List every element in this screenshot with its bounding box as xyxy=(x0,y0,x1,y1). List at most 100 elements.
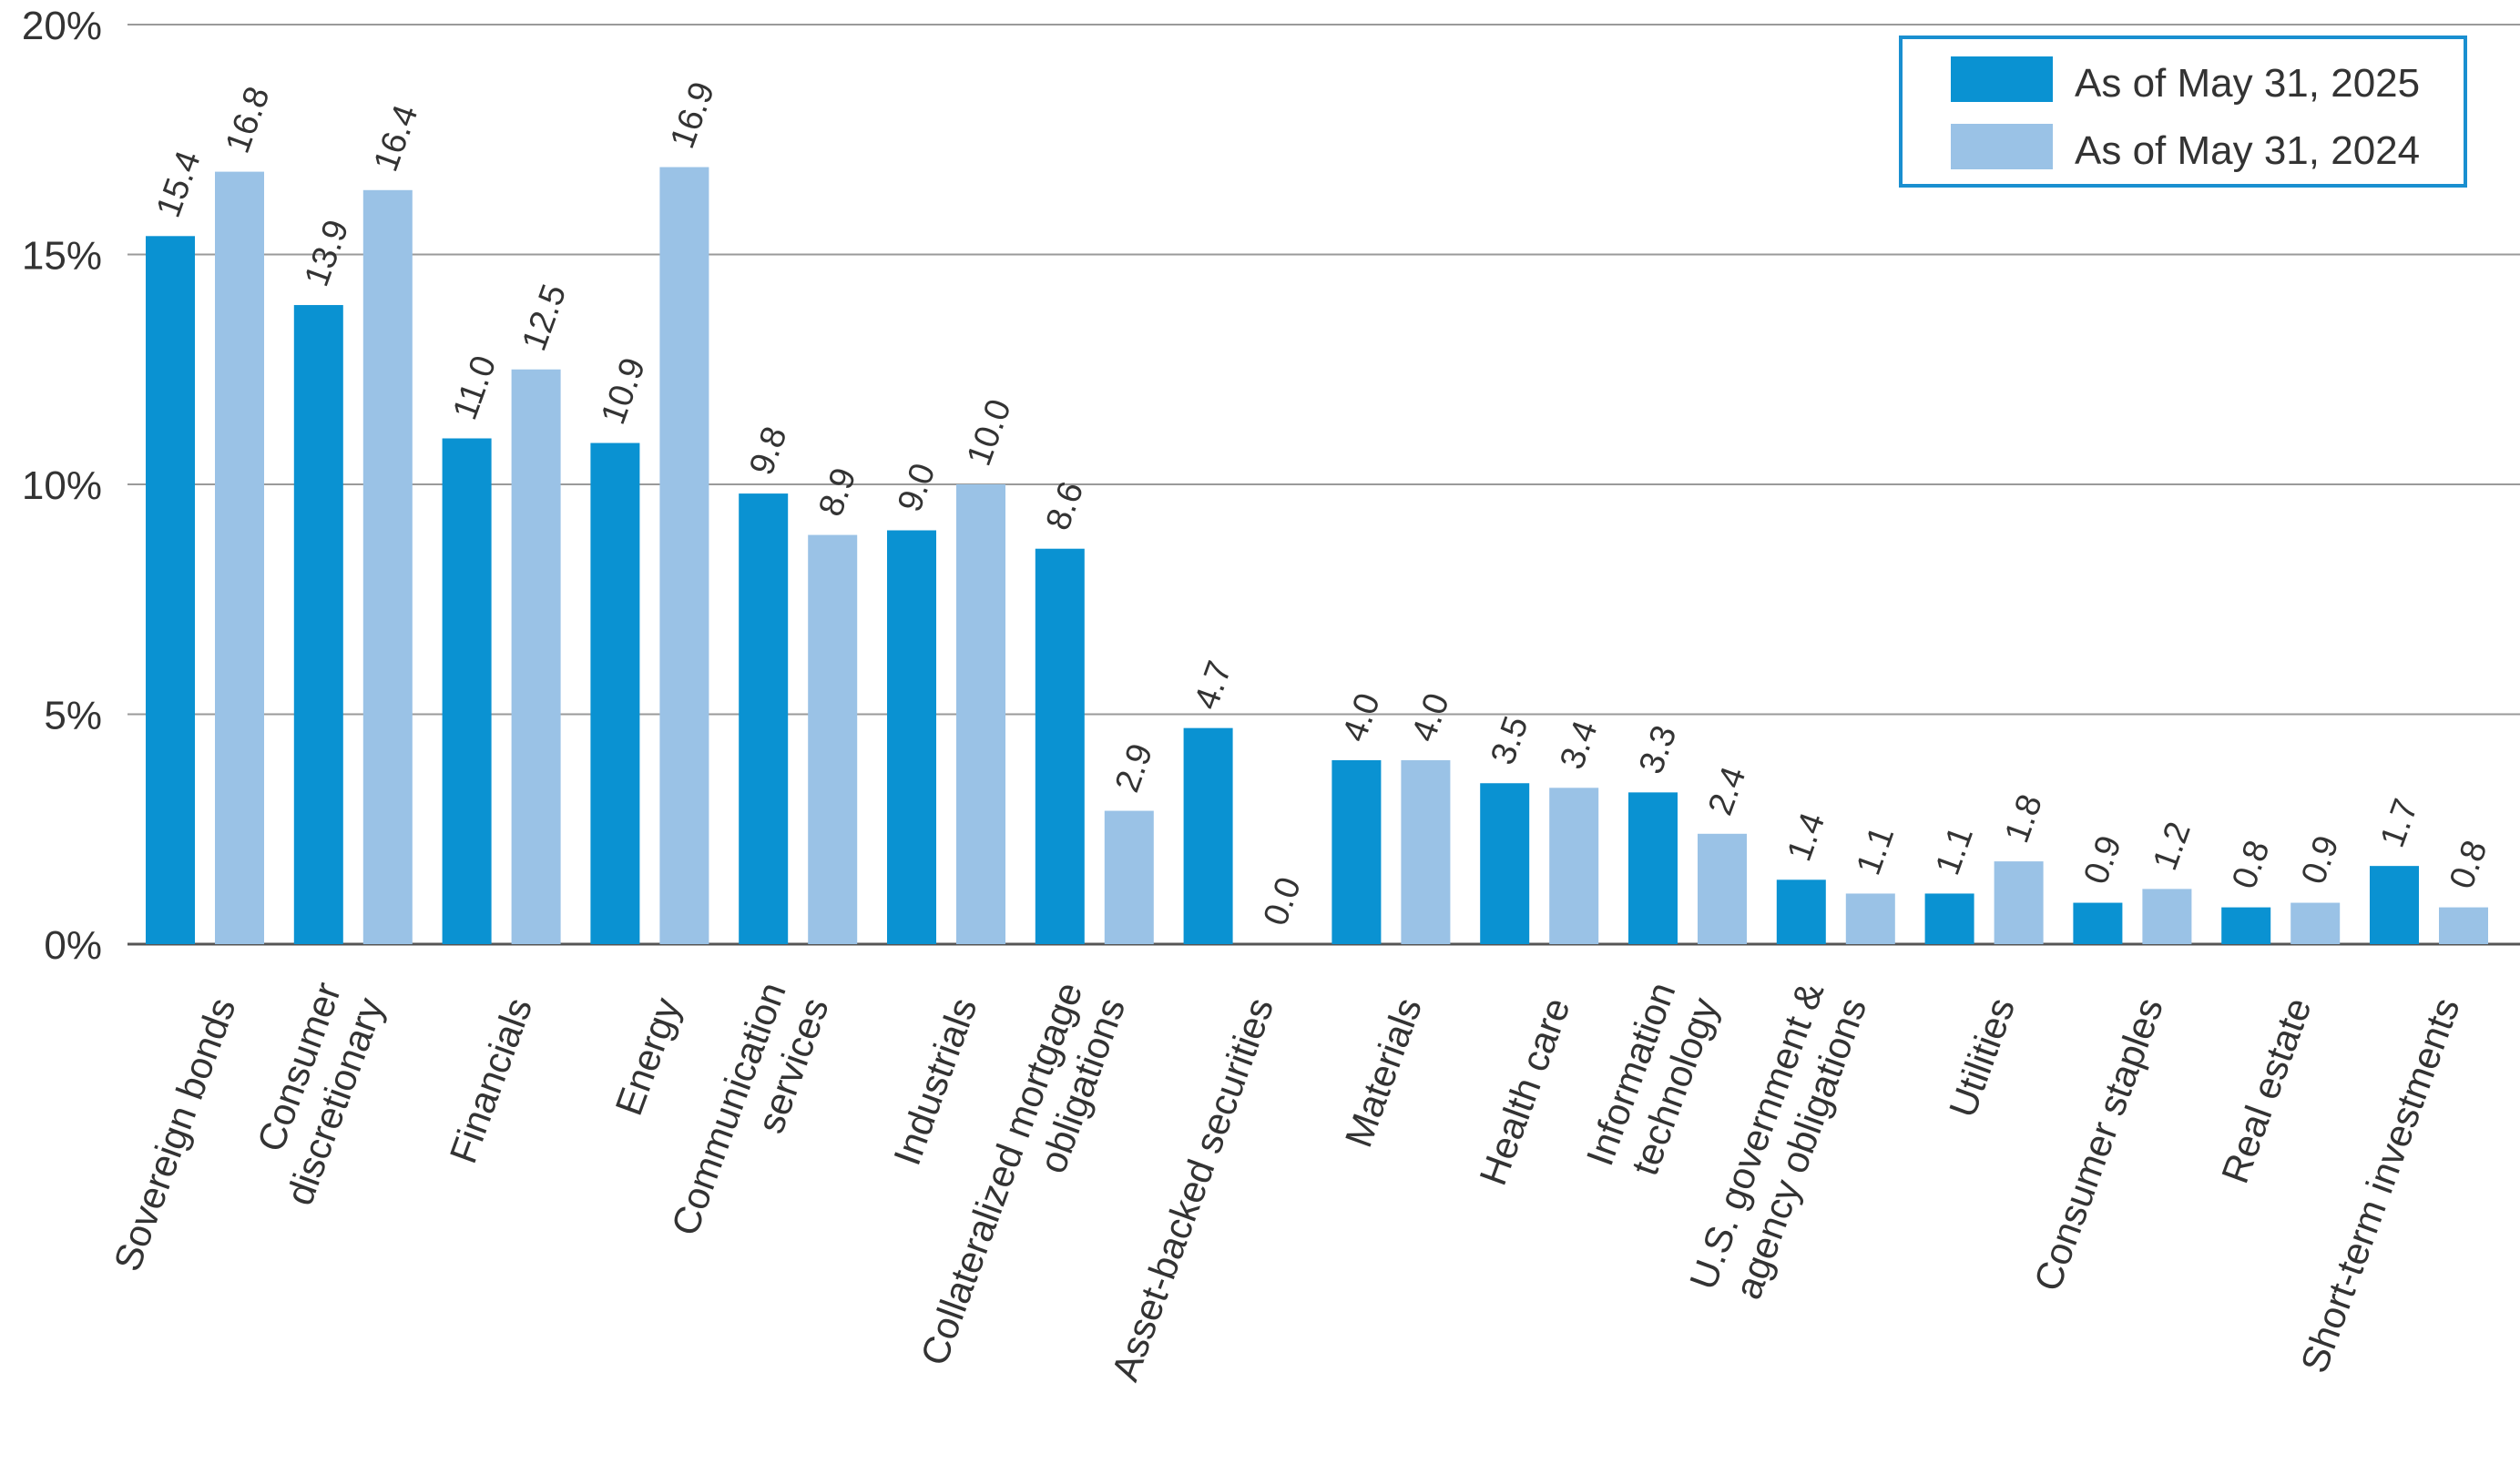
category-label-line: Industrials xyxy=(885,992,985,1171)
bar-value-label: 13.9 xyxy=(298,215,357,291)
bar-value-label: 16.8 xyxy=(219,82,278,158)
category-label-line: Materials xyxy=(1337,992,1430,1153)
bar-value-label: 1.1 xyxy=(1850,822,1903,880)
bar xyxy=(2290,902,2341,944)
bar-value-label: 0.9 xyxy=(2076,831,2129,890)
bars xyxy=(146,167,2488,945)
y-tick-label: 15% xyxy=(22,234,102,279)
bar-value-label: 1.8 xyxy=(1998,789,2051,848)
bar xyxy=(511,369,561,944)
bar xyxy=(1924,893,1974,944)
bar-value-label: 4.0 xyxy=(1335,688,1388,747)
category-label-line: Consumer staples xyxy=(2025,992,2171,1296)
category-label: Asset-backed securities xyxy=(1103,992,1281,1387)
bar-value-label: 16.4 xyxy=(367,100,426,177)
bar xyxy=(293,305,343,944)
y-tick-label: 20% xyxy=(22,4,102,48)
category-label: Industrials xyxy=(885,992,985,1171)
bar-value-label: 3.5 xyxy=(1484,711,1536,769)
bar-value-label: 8.6 xyxy=(1039,477,1092,535)
category-label: Health care xyxy=(1471,992,1578,1191)
y-tick-label: 0% xyxy=(44,923,102,968)
bar xyxy=(1480,783,1530,944)
bar xyxy=(146,236,195,944)
bar xyxy=(1698,833,1747,944)
bar xyxy=(1183,727,1233,944)
bar xyxy=(956,484,1005,944)
bar-value-label: 0.9 xyxy=(2294,831,2347,890)
bar-value-label: 3.3 xyxy=(1632,720,1685,778)
bar-value-label: 8.9 xyxy=(811,463,864,522)
bar xyxy=(1776,879,1826,944)
legend: As of May 31, 2025 As of May 31, 2024 xyxy=(1899,36,2467,188)
category-label: Energy xyxy=(607,992,689,1121)
bar-value-label: 9.0 xyxy=(891,459,944,517)
bar xyxy=(215,171,264,945)
bar-value-label: 16.9 xyxy=(663,77,722,154)
category-label-line: Utilities xyxy=(1941,992,2023,1123)
bar xyxy=(2073,902,2123,944)
bar-value-label: 0.8 xyxy=(2443,836,2495,894)
category-label-line: Real estate xyxy=(2213,992,2320,1189)
category-label: Sovereign bonds xyxy=(106,992,244,1276)
bar-value-label: 1.2 xyxy=(2146,817,2199,875)
category-label: Real estate xyxy=(2213,992,2320,1189)
bar-value-label: 11.0 xyxy=(446,351,505,424)
bar-value-label: 1.7 xyxy=(2373,794,2426,852)
bar xyxy=(2142,889,2192,944)
legend-label-2024: As of May 31, 2024 xyxy=(2075,128,2420,173)
y-axis-ticks: 0% 5% 10% 15% 20% xyxy=(22,4,102,968)
bar-value-label: 4.7 xyxy=(1188,656,1240,715)
bar xyxy=(2439,907,2488,944)
category-label-line: Asset-backed securities xyxy=(1103,992,1281,1387)
category-label-line: Financials xyxy=(441,992,540,1169)
bar xyxy=(362,189,413,945)
category-label-line: Health care xyxy=(1471,992,1578,1191)
bar xyxy=(2370,866,2419,944)
bar xyxy=(887,530,936,944)
bar-value-label: 2.9 xyxy=(1108,739,1161,798)
bar-value-label: 4.0 xyxy=(1404,688,1457,747)
legend-label-2025: As of May 31, 2025 xyxy=(2075,61,2420,106)
category-label: Short-term investments xyxy=(2292,992,2468,1378)
category-label-line: Energy xyxy=(607,992,689,1121)
bar-value-label: 12.5 xyxy=(515,280,575,356)
category-label: Financials xyxy=(441,992,540,1169)
category-label: Consumer staples xyxy=(2025,992,2171,1296)
bar xyxy=(1401,760,1451,944)
value-labels: 15.416.8 13.916.4 11.012.5 10.9 16.9 9.8 8.9 9.… xyxy=(149,77,2495,930)
bar xyxy=(1628,792,1678,944)
y-tick-label: 10% xyxy=(22,463,102,508)
bar-value-label: 3.4 xyxy=(1553,716,1606,774)
bar xyxy=(442,438,492,944)
bar xyxy=(1994,861,2044,944)
bar xyxy=(590,442,640,944)
bar-value-label: 9.8 xyxy=(742,422,795,480)
bar-value-label: 1.4 xyxy=(1780,808,1833,866)
legend-swatch-2025 xyxy=(1951,56,2053,102)
category-label-line: Sovereign bonds xyxy=(106,992,244,1276)
bar xyxy=(1549,788,1599,944)
category-label-line: Short-term investments xyxy=(2292,992,2468,1378)
category-label: Materials xyxy=(1337,992,1430,1153)
y-tick-label: 5% xyxy=(44,694,102,738)
legend-swatch-2024 xyxy=(1951,124,2053,169)
bar xyxy=(1035,548,1085,944)
bar xyxy=(1331,760,1382,944)
bar xyxy=(1845,893,1895,944)
category-label: Utilities xyxy=(1941,992,2023,1123)
bar-value-label: 0.8 xyxy=(2225,836,2278,894)
bar-value-label: 0.0 xyxy=(1257,872,1310,930)
bar-value-label: 2.4 xyxy=(1701,762,1754,820)
bar-value-label: 1.1 xyxy=(1929,822,1982,880)
bar-value-label: 15.4 xyxy=(149,147,209,223)
bar-value-label: 10.0 xyxy=(960,394,1019,471)
bar xyxy=(739,493,789,944)
bar xyxy=(659,167,709,945)
bar xyxy=(1104,810,1154,944)
bar xyxy=(2221,907,2271,944)
